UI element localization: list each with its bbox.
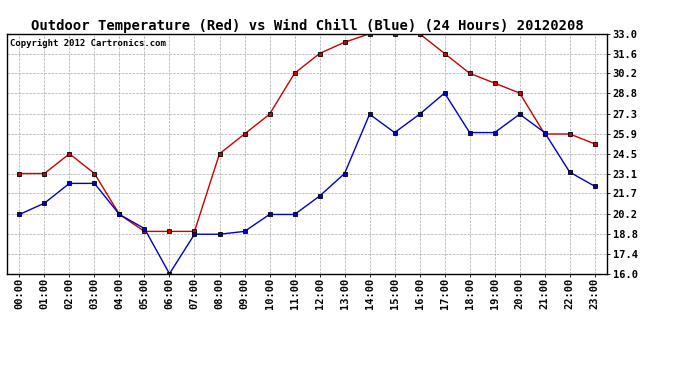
Text: Copyright 2012 Cartronics.com: Copyright 2012 Cartronics.com [10,39,166,48]
Title: Outdoor Temperature (Red) vs Wind Chill (Blue) (24 Hours) 20120208: Outdoor Temperature (Red) vs Wind Chill … [30,18,584,33]
